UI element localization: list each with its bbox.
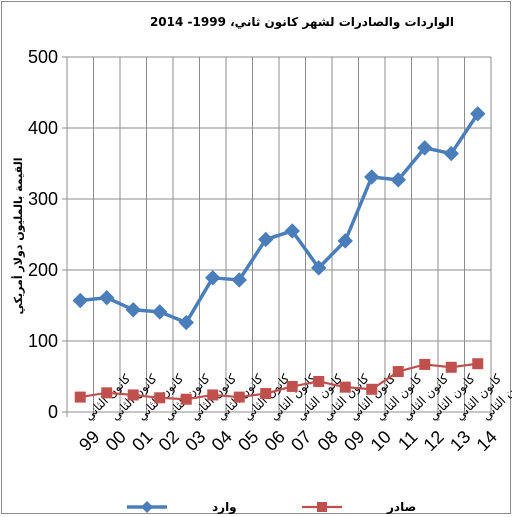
series-line-2 [80, 362, 478, 401]
x-tick-year: 07 [287, 427, 315, 455]
series-group [72, 106, 486, 405]
y-tick-labels: 0 100 200 300 400 500 [28, 47, 58, 422]
series-2-point [366, 383, 378, 395]
series-1-point [390, 172, 406, 188]
y-tick-label: 500 [28, 47, 58, 67]
x-tick-year: 09 [340, 427, 368, 455]
x-tick-year: 08 [314, 427, 342, 455]
x-tick-year: 04 [208, 427, 236, 455]
series-2-point [101, 387, 113, 399]
y-tick-label: 400 [28, 118, 58, 138]
series-1-point [284, 223, 300, 239]
series-2-point [233, 391, 245, 403]
x-tick-year: 12 [420, 427, 448, 455]
x-tick-year: 02 [155, 427, 183, 455]
y-axis-label: القيمة بالمليون دولار أمريكي [11, 158, 25, 315]
y-tick-label: 200 [28, 260, 58, 280]
legend-label-2: صادر [386, 500, 416, 514]
series-2-point [419, 358, 431, 370]
legend-label-1: وارد [212, 500, 237, 515]
series-2-point [127, 389, 139, 401]
series-1-point [178, 314, 194, 331]
series-1-point [364, 169, 380, 185]
series-2-point [392, 366, 404, 378]
series-1-point [470, 106, 486, 122]
series-1-point [417, 140, 433, 156]
series-1-point [258, 231, 274, 248]
x-tick-year: 14 [473, 427, 501, 455]
series-2-point [339, 381, 351, 393]
series-2-point [260, 388, 272, 400]
series-1-point [72, 292, 88, 309]
axes [62, 56, 492, 417]
x-tick-year: 06 [261, 427, 289, 455]
series-2-point [74, 391, 86, 403]
legend-marker-2 [317, 502, 327, 512]
series-2-point [313, 375, 325, 387]
series-2-point [154, 392, 166, 404]
series-2-point [286, 380, 298, 392]
chart-title: الواردات والصادرات لشهر كانون ثاني، 1999… [150, 15, 454, 30]
series-2-point [207, 389, 219, 401]
series-1-point [311, 260, 327, 276]
x-tick-year: 10 [367, 427, 395, 455]
series-1-point [99, 289, 115, 306]
x-tick-year: 03 [181, 427, 209, 455]
x-tick-year: 00 [102, 427, 130, 455]
x-tick-year: 13 [446, 427, 474, 455]
series-line-1 [80, 112, 480, 325]
y-tick-label: 300 [28, 189, 58, 209]
series-1-point [152, 304, 168, 320]
series-2-point [472, 358, 484, 370]
series-1-point [443, 145, 459, 162]
series-1-point [231, 272, 247, 288]
legend: وارد صادر [127, 500, 416, 515]
legend-marker-1 [141, 501, 153, 513]
y-tick-label: 0 [48, 402, 58, 422]
series-1-point [125, 302, 141, 318]
series-2-point [445, 361, 457, 373]
x-tick-year: 11 [394, 427, 421, 454]
x-tick-year: 01 [128, 427, 156, 455]
series-2-point [180, 393, 192, 405]
series-1-point [205, 270, 221, 286]
y-tick-label: 100 [28, 331, 58, 351]
x-tick-year: 05 [234, 427, 262, 455]
x-tick-year: 99 [75, 427, 103, 455]
series-1-point [337, 233, 353, 249]
